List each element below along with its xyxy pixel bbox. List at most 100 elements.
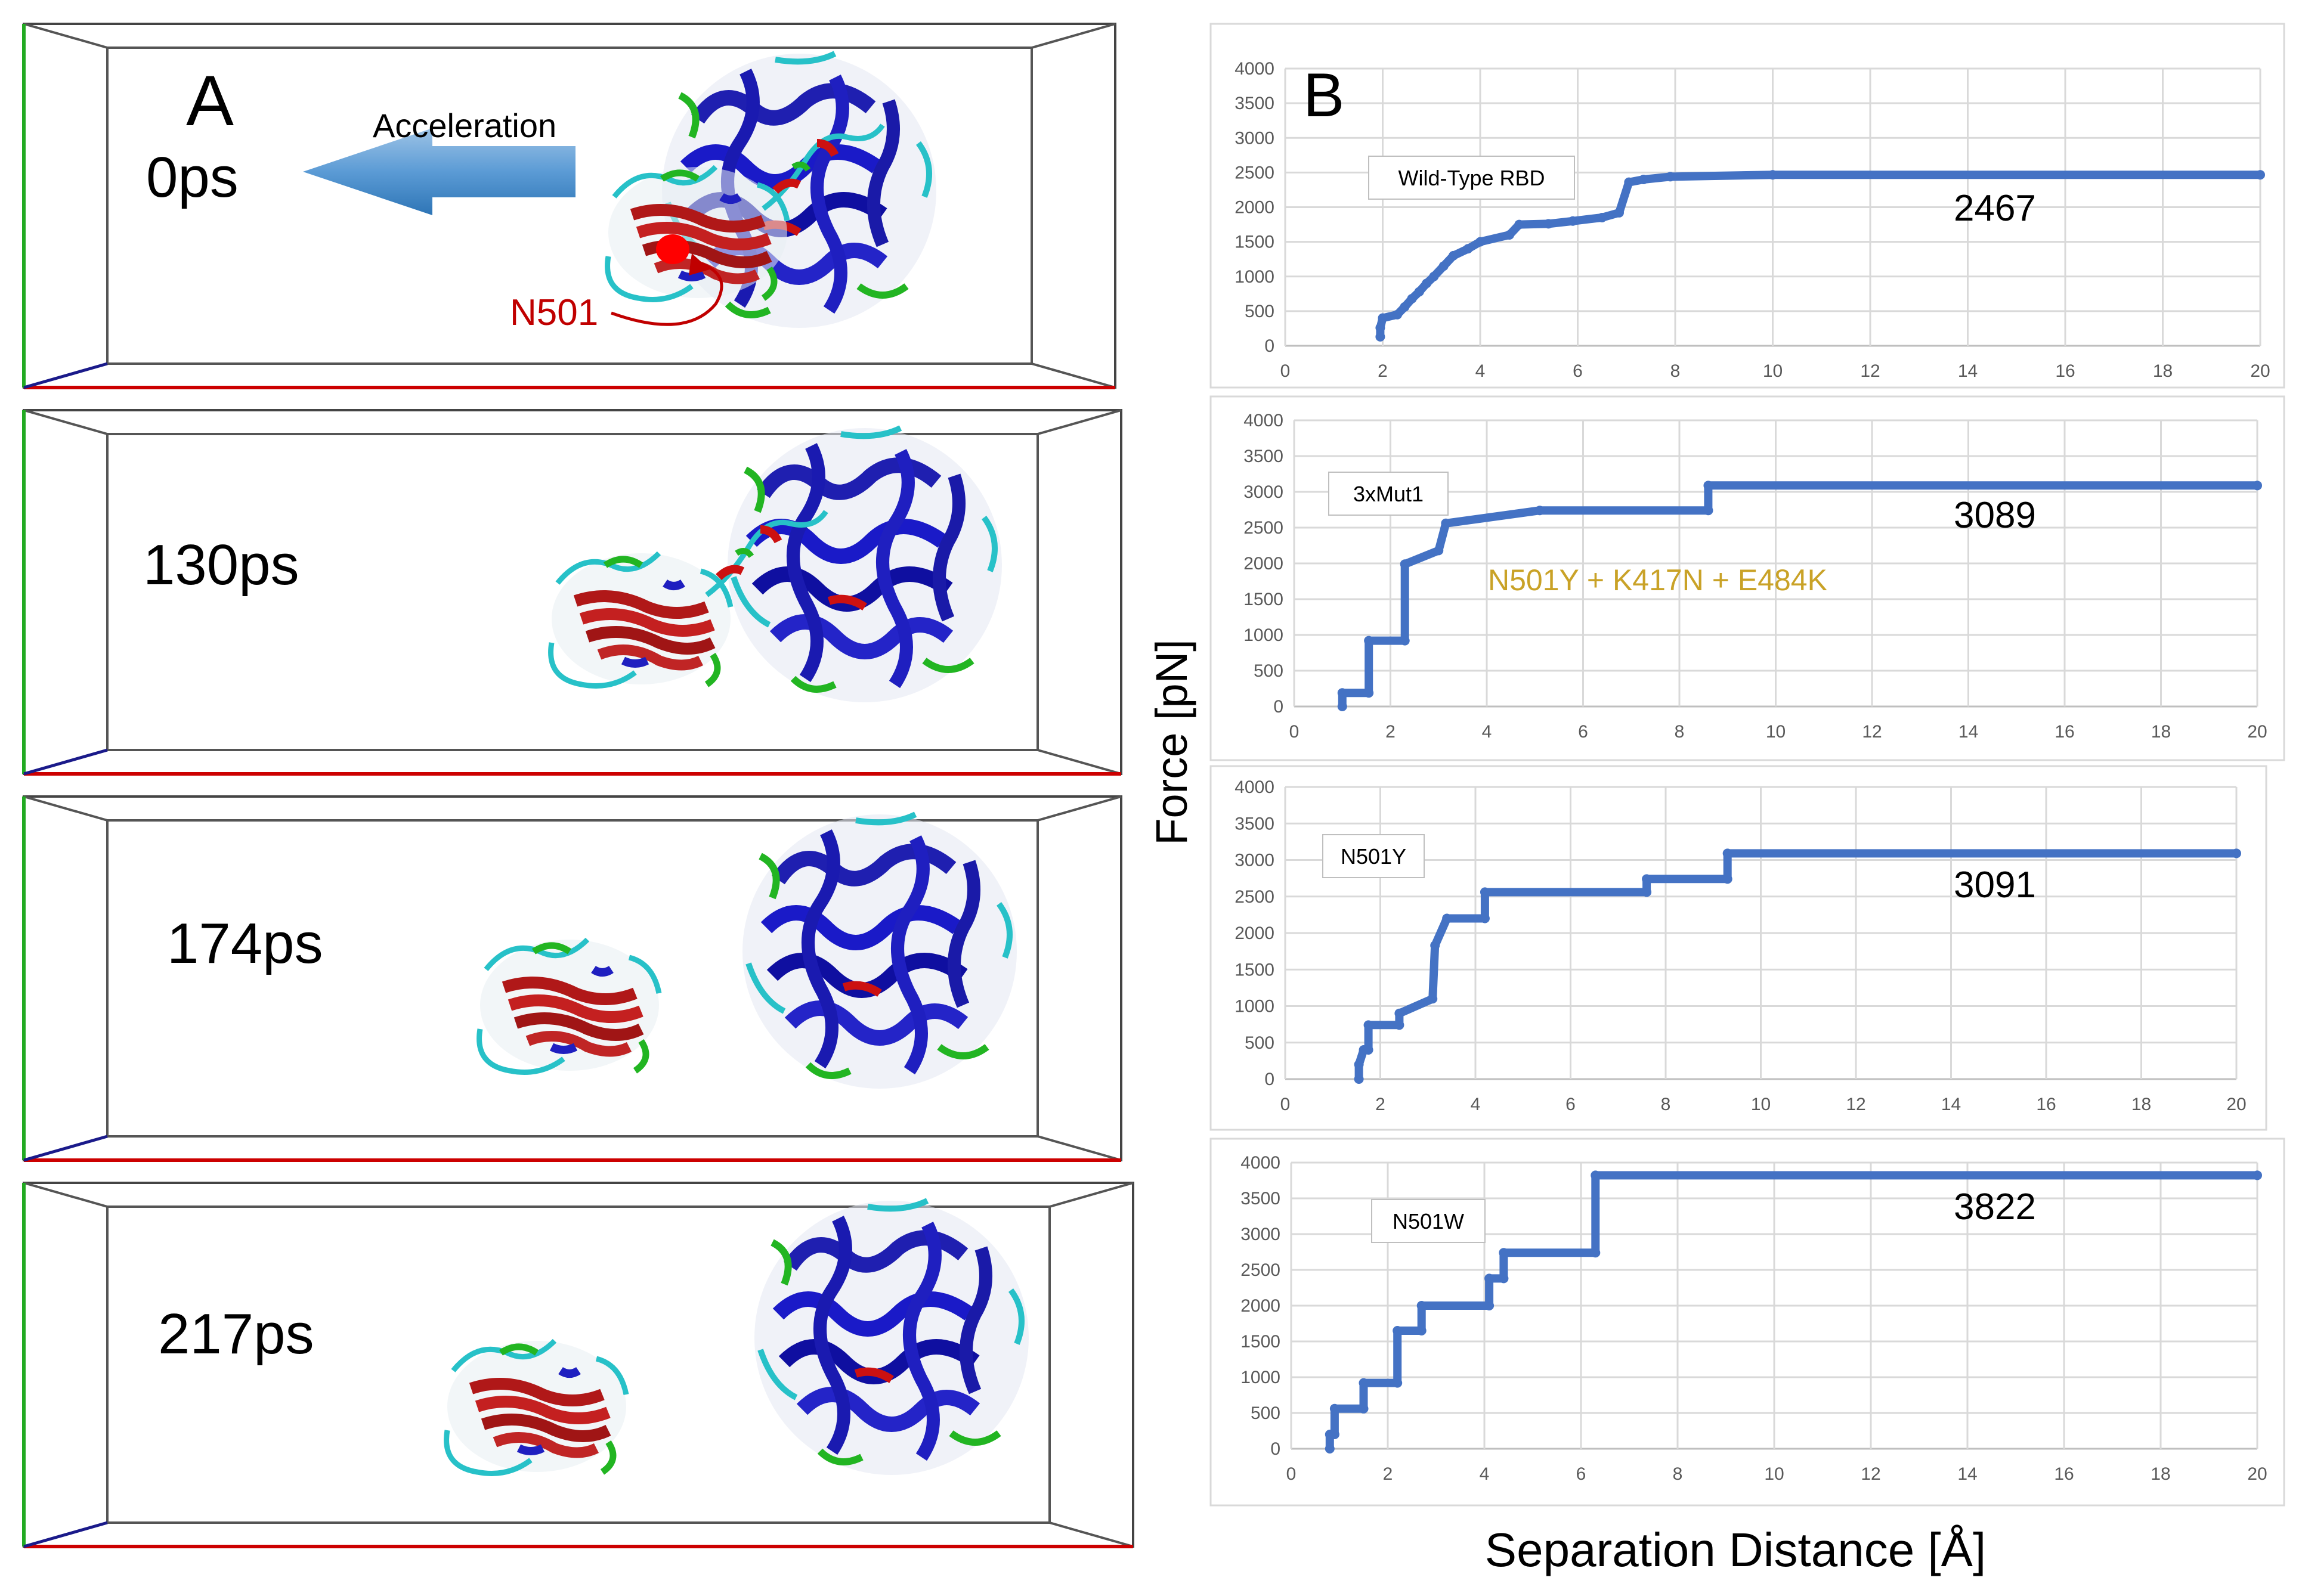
x-tick-label: 2 [1375, 1095, 1385, 1114]
data-point [1416, 1301, 1427, 1310]
data-point [1768, 170, 1778, 180]
y-tick-label: 2000 [1234, 923, 1274, 943]
data-point [1363, 1020, 1373, 1030]
x-tick-label: 0 [1280, 1095, 1291, 1114]
data-point [1393, 309, 1403, 320]
x-tick-label: 10 [1763, 361, 1783, 381]
box-edge [1049, 1182, 1134, 1208]
data-point [1400, 302, 1410, 312]
y-tick-label: 0 [1270, 1439, 1280, 1459]
max-force-label: 3089 [1954, 495, 2036, 536]
x-tick-label: 8 [1673, 1464, 1683, 1484]
z-axis-edge [23, 1135, 108, 1162]
x-tick-label: 4 [1471, 1095, 1481, 1114]
y-tick-label: 2000 [1243, 554, 1283, 574]
data-point [1543, 219, 1554, 229]
chart-frame [1209, 765, 2267, 1131]
data-point [1463, 244, 1473, 254]
x-tick-label: 0 [1280, 361, 1291, 381]
data-point [1400, 636, 1410, 646]
mutation-list-label: N501Y + K417N + E484K [1488, 563, 1827, 597]
ace2-protein-graphic [754, 1201, 1029, 1475]
x-tick-label: 14 [1957, 1464, 1977, 1484]
series-label: 3xMut1 [1353, 482, 1424, 506]
data-point [1400, 559, 1410, 569]
data-point [1591, 1170, 1601, 1180]
series-label: N501Y [1341, 844, 1406, 869]
x-tick-label: 6 [1578, 722, 1588, 742]
x-tick-label: 12 [1846, 1095, 1865, 1114]
box-edge [1037, 749, 1122, 775]
data-point [1393, 1378, 1403, 1388]
x-tick-label: 18 [2153, 361, 2173, 381]
frame-time-label: 217ps [158, 1302, 314, 1366]
box-edge [23, 795, 108, 822]
n501-label: N501 [510, 292, 598, 333]
ace2-protein-graphic [742, 814, 1017, 1089]
y-tick-label: 1500 [1234, 233, 1274, 252]
max-force-label: 2467 [1954, 188, 2036, 229]
data-point [1442, 913, 1452, 923]
box-edge [1031, 23, 1116, 49]
force-chart: 0 500 1000 1500 2000 2500 3000 3500 4000 0 2 4 6 8 10 1… [1209, 395, 2285, 761]
x-tick-label: 10 [1751, 1095, 1771, 1114]
x-tick-label: 20 [2247, 722, 2267, 742]
data-point [1642, 887, 1652, 897]
y-tick-label: 500 [1245, 302, 1274, 321]
x-tick-label: 12 [1861, 1464, 1880, 1484]
chart-frame [1209, 23, 2285, 389]
box-edge [1031, 362, 1116, 389]
rbd-protein-graphic [447, 1341, 626, 1474]
data-point [1429, 271, 1439, 281]
force-chart: 0 500 1000 1500 2000 2500 3000 3500 4000 0 2 4 6 8 10 1… [1209, 765, 2267, 1131]
data-point [1534, 506, 1545, 516]
y-tick-label: 4000 [1234, 777, 1274, 797]
snapshot-frame: 130ps [22, 409, 1122, 776]
data-point [1363, 1045, 1373, 1055]
data-point [1430, 940, 1440, 950]
x-tick-label: 20 [2247, 1464, 2267, 1484]
data-point [1703, 506, 1713, 516]
x-tick-label: 2 [1385, 722, 1396, 742]
data-point [2253, 481, 2262, 491]
data-point [1449, 250, 1459, 261]
data-point [1499, 1248, 1509, 1258]
force-chart: 0 500 1000 1500 2000 2500 3000 3500 4000 0 2 4 6 8 10 1… [1209, 23, 2285, 389]
x-tick-label: 18 [2131, 1095, 2151, 1114]
x-tick-label: 10 [1764, 1464, 1784, 1484]
x-axis-title: Separation Distance [Å] [1485, 1523, 1986, 1576]
x-tick-label: 16 [2036, 1095, 2056, 1114]
x-tick-label: 20 [2250, 361, 2270, 381]
data-point [1665, 172, 1675, 182]
panel-b-label: B [1303, 61, 1344, 130]
x-tick-label: 16 [2055, 361, 2075, 381]
data-point [1394, 1008, 1404, 1018]
force-chart: 0 500 1000 1500 2000 2500 3000 3500 4000 0 2 4 6 8 10 1… [1209, 1138, 2285, 1507]
frame-time-label: 174ps [167, 912, 323, 975]
data-point [1475, 237, 1485, 247]
data-point [1375, 323, 1385, 333]
series-label-box [1371, 1199, 1486, 1243]
max-force-label: 3822 [1954, 1186, 2036, 1228]
data-point [1354, 1074, 1364, 1084]
n501-residue-dot [656, 234, 689, 264]
data-point [1337, 688, 1347, 698]
x-tick-label: 16 [2054, 1464, 2074, 1484]
data-point [1354, 1059, 1364, 1070]
frame-time-label: 130ps [143, 533, 299, 597]
snapshot-frame: 174ps [22, 795, 1122, 1162]
data-point [1359, 1403, 1369, 1414]
data-point [1624, 177, 1634, 187]
x-tick-label: 14 [1958, 361, 1978, 381]
y-tick-label: 3000 [1234, 128, 1274, 148]
y-tick-label: 500 [1245, 1033, 1274, 1053]
data-point [1568, 216, 1578, 226]
y-tick-label: 3500 [1243, 447, 1283, 466]
snapshot-frame: 217ps [22, 1182, 1134, 1548]
y-tick-label: 1500 [1234, 960, 1274, 980]
y-tick-label: 4000 [1243, 411, 1283, 430]
y-tick-label: 500 [1251, 1403, 1280, 1423]
x-tick-label: 2 [1378, 361, 1388, 381]
data-point [1416, 1326, 1427, 1335]
